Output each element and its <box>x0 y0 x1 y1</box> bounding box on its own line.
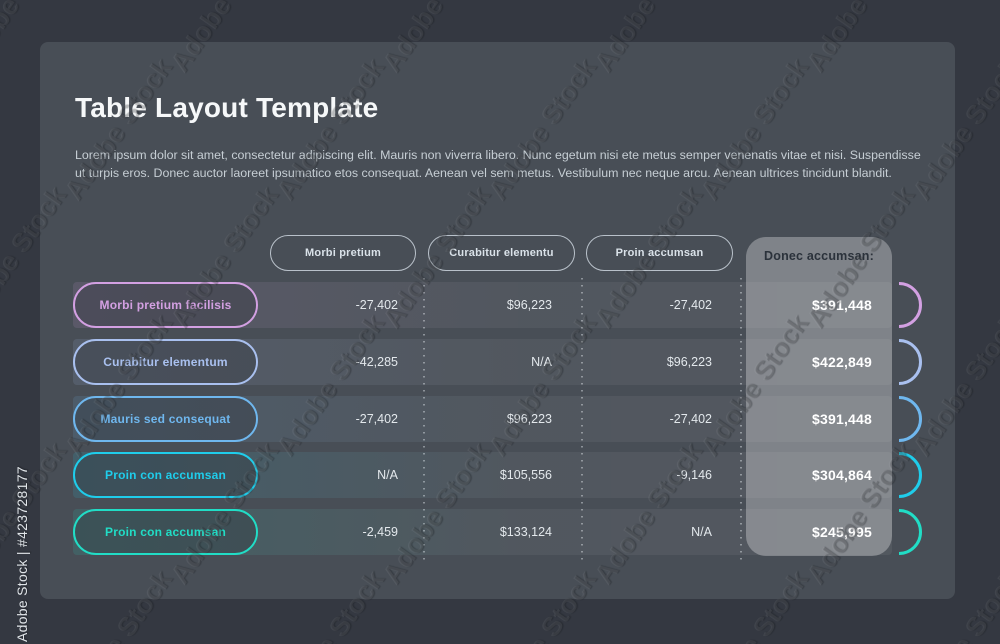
row-highlight-band <box>73 452 892 498</box>
cell-value: $96,223 <box>506 412 552 426</box>
row-label-pill: Mauris sed consequat <box>73 396 258 442</box>
cell-value: -27,402 <box>355 298 398 312</box>
row-highlight-band <box>73 509 892 555</box>
cell-value: N/A <box>377 468 398 482</box>
cell-value: -27,402 <box>355 412 398 426</box>
row-label: Curabitur elementum <box>103 355 228 369</box>
cell-value: -2,459 <box>362 525 398 539</box>
cell-value: N/A <box>531 355 552 369</box>
total-value: $391,448 <box>812 297 872 313</box>
cell-value: -27,402 <box>669 412 712 426</box>
row-highlight-band <box>73 396 892 442</box>
cell-value: $96,223 <box>666 355 712 369</box>
total-value: $245,995 <box>812 524 872 540</box>
watermark-credit: Adobe Stock | #423728177 <box>14 466 30 642</box>
row-label-pill: Proin con accumsan <box>73 509 258 555</box>
cell-value: -27,402 <box>669 298 712 312</box>
row-label-pill: Proin con accumsan <box>73 452 258 498</box>
cell-value: -42,285 <box>355 355 398 369</box>
row-highlight-band <box>73 339 892 385</box>
cell-value: $105,556 <box>499 468 552 482</box>
row-label-pill: Curabitur elementum <box>73 339 258 385</box>
row-label: Mauris sed consequat <box>100 412 231 426</box>
column-header-label: Proin accumsan <box>615 247 704 259</box>
main-panel: Table Layout Template Lorem ipsum dolor … <box>40 42 955 599</box>
table-row: Proin con accumsan -2,459 $133,124 N/A <box>40 509 955 555</box>
totals-card-header: Donec accumsan: <box>764 249 874 263</box>
page-description: Lorem ipsum dolor sit amet, consectetur … <box>75 148 921 180</box>
table-row: Proin con accumsan N/A $105,556 -9,146 <box>40 452 955 498</box>
column-separator <box>740 278 742 560</box>
cell-value: $96,223 <box>506 298 552 312</box>
total-value: $422,849 <box>812 354 872 370</box>
table-row: Morbi pretium facilisis -27,402 $96,223 … <box>40 282 955 328</box>
row-label: Proin con accumsan <box>105 525 226 539</box>
column-header-morbi-pretium: Morbi pretium <box>270 235 416 271</box>
column-separator <box>581 278 583 560</box>
column-header-label: Morbi pretium <box>305 247 381 259</box>
column-header-label: Curabitur elementu <box>449 247 554 259</box>
cell-value: -9,146 <box>676 468 712 482</box>
table-row: Mauris sed consequat -27,402 $96,223 -27… <box>40 396 955 442</box>
column-header-proin-accumsan: Proin accumsan <box>586 235 733 271</box>
totals-card: Donec accumsan: $391,448 $422,849 $391,4… <box>746 237 892 556</box>
column-separator <box>423 278 425 560</box>
total-value: $304,864 <box>812 467 872 483</box>
row-label: Proin con accumsan <box>105 468 226 482</box>
total-value: $391,448 <box>812 411 872 427</box>
page-title: Table Layout Template <box>75 92 379 123</box>
row-label-pill: Morbi pretium facilisis <box>73 282 258 328</box>
row-label: Morbi pretium facilisis <box>99 298 232 312</box>
cell-value: N/A <box>691 525 712 539</box>
row-highlight-band <box>73 282 892 328</box>
cell-value: $133,124 <box>499 525 552 539</box>
table-row: Curabitur elementum -42,285 N/A $96,223 <box>40 339 955 385</box>
column-header-curabitur-elementu: Curabitur elementu <box>428 235 575 271</box>
